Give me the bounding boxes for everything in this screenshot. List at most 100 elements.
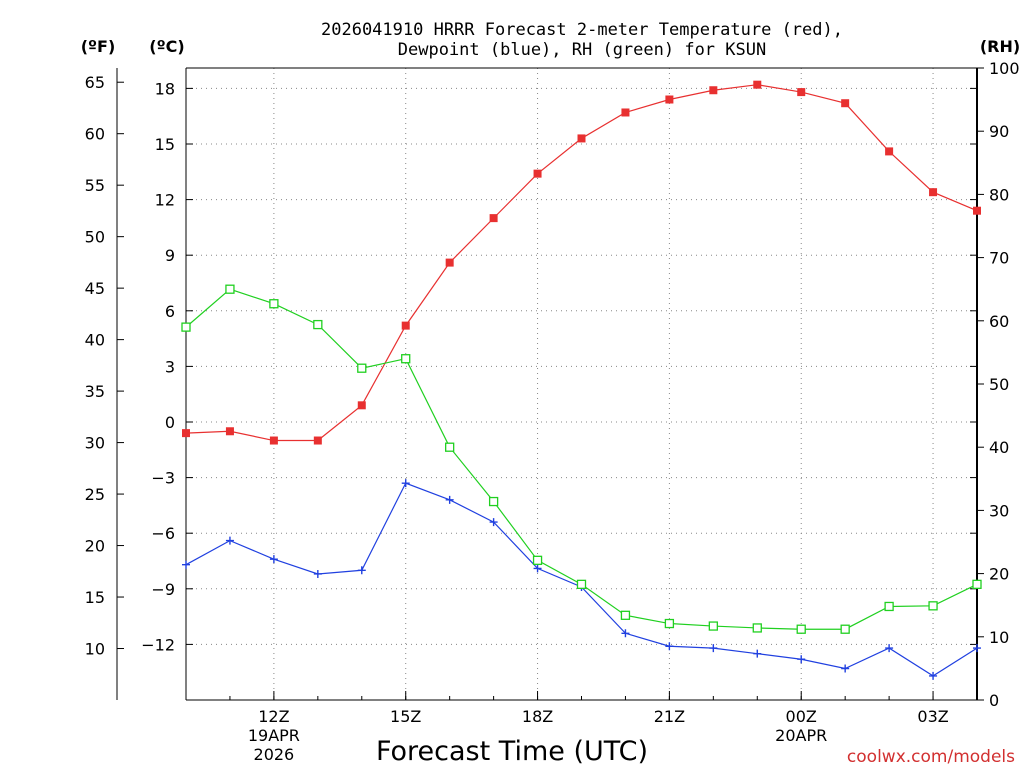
axes: 1815129630−3−6−9−12656055504540353025201… [85, 59, 1020, 764]
rh-point [928, 601, 938, 611]
fahrenheit-tick-label: 25 [85, 485, 105, 504]
rh-point [225, 284, 235, 294]
dewpoint-point [225, 536, 234, 545]
2-meter-temperature-point [182, 429, 190, 438]
rh-tick-label: 100 [989, 59, 1020, 78]
fahrenheit-tick-label: 10 [85, 640, 105, 659]
2-meter-temperature-point [797, 88, 806, 97]
celsius-unit-label: (ºC) [149, 37, 184, 56]
dewpoint-series [182, 479, 981, 680]
celsius-tick-label: 9 [165, 246, 175, 265]
rh-unit-label: (RH) [980, 37, 1020, 56]
rh-tick-label: 0 [989, 691, 999, 710]
rh-point [532, 555, 543, 565]
celsius-tick-label: −12 [141, 635, 175, 654]
dewpoint-point [621, 629, 630, 638]
2-meter-temperature-point [269, 436, 278, 445]
rh-point [401, 354, 411, 364]
x-tick-label: 03Z [917, 707, 948, 726]
x-tick-date-label: 20APR [775, 726, 827, 745]
celsius-tick-label: −6 [151, 524, 175, 543]
rh-point [269, 299, 279, 309]
2-meter-temperature-point [577, 134, 586, 143]
chart-title-line-2: Dewpoint (blue), RH (green) for KSUN [398, 40, 766, 60]
celsius-tick-label: −9 [151, 580, 175, 599]
dewpoint-line [185, 482, 978, 677]
celsius-tick-label: 6 [165, 302, 175, 321]
rh-tick-label: 40 [989, 438, 1009, 457]
2-meter-temperature-point [753, 80, 762, 89]
x-axis-label: Forecast Time (UTC) [376, 736, 648, 767]
fahrenheit-tick-label: 60 [85, 125, 105, 144]
rh-tick-label: 80 [989, 185, 1009, 204]
rh-point [313, 319, 323, 330]
rh-point [664, 618, 675, 629]
dewpoint-point [489, 518, 498, 527]
dewpoint-point [753, 649, 762, 658]
2-meter-temperature-point [489, 214, 498, 223]
2-meter-temperature-point [313, 436, 322, 445]
fahrenheit-tick-label: 15 [85, 588, 105, 607]
rh-point [972, 579, 982, 589]
fahrenheit-unit-label: (ºF) [81, 37, 116, 56]
dewpoint-point [841, 664, 850, 673]
dewpoint-point [269, 555, 278, 564]
dewpoint-point [885, 644, 894, 653]
2-meter-temperature-point [225, 427, 234, 436]
rh-series [181, 284, 982, 634]
2-meter-temperature-point [929, 188, 938, 197]
dewpoint-point [797, 655, 806, 664]
fahrenheit-tick-label: 40 [85, 331, 105, 350]
2-meter-temperature-point [665, 95, 674, 104]
x-tick-label: 21Z [654, 707, 685, 726]
credit-text: coolwx.com/models [847, 747, 1015, 767]
fahrenheit-tick-label: 30 [85, 434, 105, 453]
celsius-tick-label: 3 [165, 357, 175, 376]
rh-tick-label: 70 [989, 249, 1009, 268]
dewpoint-point [357, 566, 366, 575]
x-tick-date-label: 19APR [248, 726, 300, 745]
fahrenheit-tick-label: 35 [85, 382, 105, 401]
celsius-tick-label: 12 [155, 191, 175, 210]
2-meter-temperature-point [885, 147, 894, 156]
chart-title-line-1: 2026041910 HRRR Forecast 2-meter Tempera… [321, 20, 843, 40]
rh-point [840, 624, 850, 634]
fahrenheit-tick-label: 65 [85, 73, 105, 92]
2-meter-temperature-series [182, 80, 981, 445]
grid-lines [186, 68, 977, 700]
data-series [181, 80, 982, 680]
fahrenheit-tick-label: 20 [85, 537, 105, 556]
rh-tick-label: 30 [989, 501, 1009, 520]
fahrenheit-tick-label: 50 [85, 228, 105, 247]
rh-point [620, 610, 631, 620]
2-meter-temperature-point [973, 206, 981, 215]
rh-point [796, 624, 806, 634]
dewpoint-point [401, 479, 410, 488]
rh-tick-label: 50 [989, 375, 1009, 394]
dewpoint-point [313, 569, 322, 578]
x-tick-year-label: 2026 [254, 745, 295, 764]
x-tick-label: 18Z [522, 707, 553, 726]
celsius-tick-label: −3 [151, 469, 175, 488]
rh-point [576, 579, 587, 589]
rh-tick-label: 10 [989, 628, 1009, 647]
2-meter-temperature-point [357, 401, 366, 410]
x-tick-label: 15Z [390, 707, 421, 726]
rh-tick-label: 90 [989, 122, 1009, 141]
x-tick-label: 12Z [258, 707, 289, 726]
rh-point [708, 621, 718, 631]
rh-point [445, 442, 455, 452]
celsius-tick-label: 15 [155, 135, 175, 154]
dewpoint-point [973, 644, 981, 653]
2-meter-temperature-point [401, 321, 410, 330]
dewpoint-point [533, 564, 542, 573]
rh-point [884, 601, 894, 612]
2-meter-temperature-point [709, 86, 718, 95]
rh-line [185, 288, 978, 630]
dewpoint-point [445, 495, 454, 504]
rh-point [752, 623, 762, 633]
2-meter-temperature-point [445, 258, 454, 267]
2-meter-temperature-point [621, 108, 630, 117]
celsius-tick-label: 0 [165, 413, 175, 432]
